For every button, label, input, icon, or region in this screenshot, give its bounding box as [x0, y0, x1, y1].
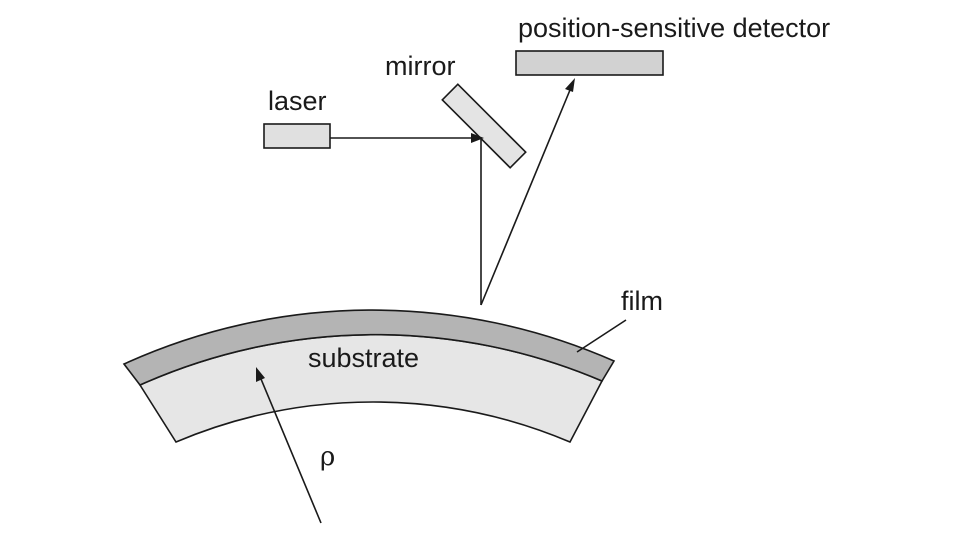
laser-source — [263, 123, 331, 149]
film-label: film — [621, 286, 663, 316]
detector-label: position-sensitive detector — [518, 13, 830, 43]
radius-label: ρ — [320, 442, 335, 472]
radius-arrow-line — [260, 378, 322, 524]
detector-plate — [515, 50, 664, 76]
mirror-label: mirror — [385, 51, 455, 81]
film-leader — [576, 319, 627, 353]
reflected-beam — [480, 89, 571, 306]
film-layer — [122, 309, 616, 386]
mirror-plate — [441, 83, 527, 169]
reflected-beam-arrowhead — [565, 78, 575, 92]
radius-arrowhead — [256, 367, 265, 382]
laser-label: laser — [268, 86, 327, 116]
substrate-label: substrate — [308, 343, 419, 373]
incident-beam-arrowhead — [471, 133, 484, 143]
